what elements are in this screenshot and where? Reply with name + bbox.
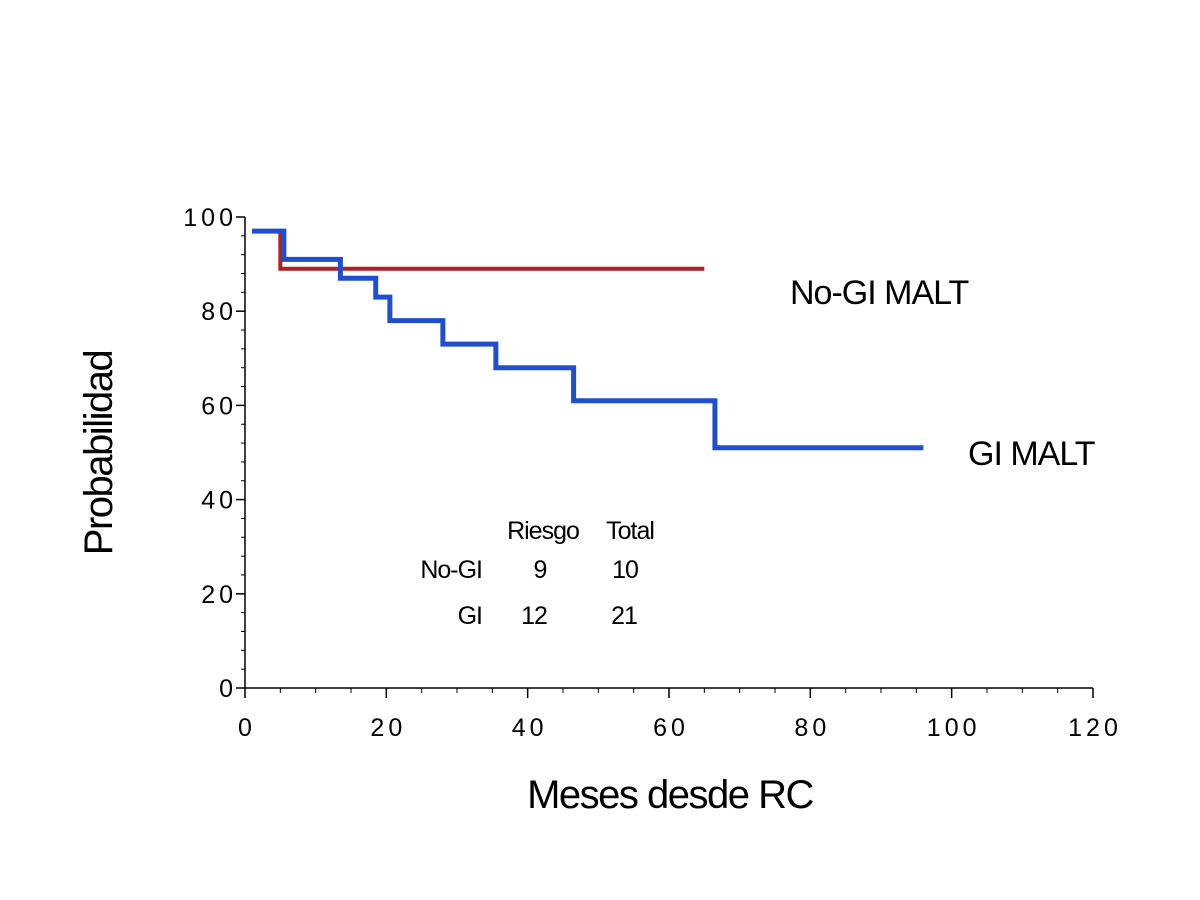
risk-table-cell-total: 10 (612, 556, 638, 584)
y-tick-label: 20 (201, 581, 237, 609)
axes: 0 20 40 60 80 100 0 20 40 60 80 100 120 (183, 204, 1122, 742)
risk-table-row-label: GI (458, 602, 482, 630)
risk-table-cell-riesgo: 12 (521, 602, 547, 630)
risk-table-cell-riesgo: 9 (534, 556, 547, 584)
y-tick-label: 100 (183, 204, 237, 232)
series-line-no-gi-malt (252, 229, 705, 271)
series-label-gi-malt: GI MALT (968, 435, 1095, 473)
x-tick-label: 0 (238, 714, 256, 742)
risk-table-row-label: No-GI (420, 556, 482, 584)
y-tick-label: 60 (201, 392, 237, 420)
risk-table-cell-total: 21 (611, 602, 637, 630)
x-axis-title: Meses desde RC (527, 773, 813, 817)
x-tick-label: 60 (653, 714, 689, 742)
y-axis-title: Probabilidad (77, 351, 121, 555)
risk-table: Riesgo Total No-GI 9 10 GI 12 21 (420, 517, 655, 630)
x-tick-label: 80 (794, 714, 830, 742)
y-tick-label: 0 (219, 675, 237, 703)
y-tick-label: 80 (201, 298, 237, 326)
x-tick-label: 40 (512, 714, 548, 742)
risk-table-header-riesgo: Riesgo (507, 517, 579, 545)
series-label-no-gi-malt: No-GI MALT (790, 274, 969, 312)
x-tick-label: 120 (1068, 714, 1122, 742)
x-tick-label: 20 (370, 714, 406, 742)
series-line-gi-malt (252, 228, 924, 451)
risk-table-header-total: Total (606, 517, 654, 545)
y-tick-label: 40 (201, 487, 237, 515)
x-tick-label: 100 (927, 714, 981, 742)
series-layer (252, 228, 924, 451)
